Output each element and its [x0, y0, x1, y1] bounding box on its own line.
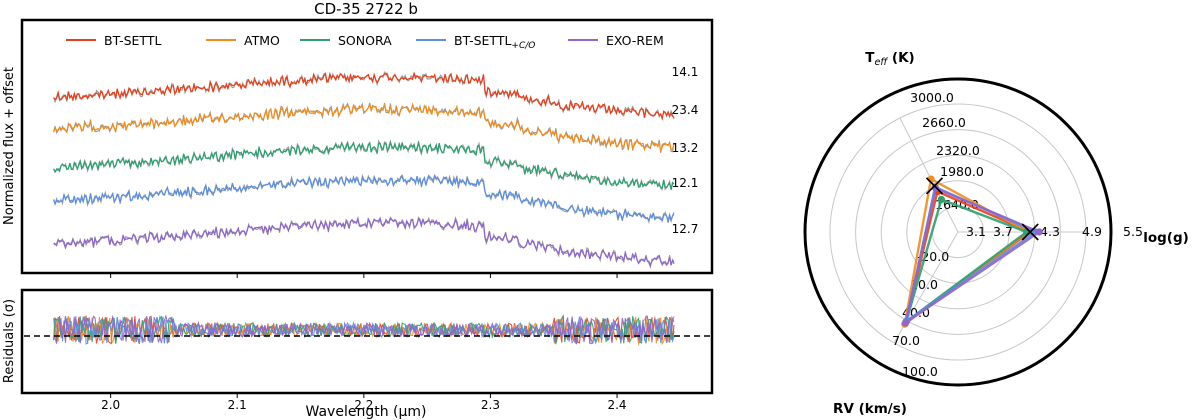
radar-tick-label: 2660.0 [922, 115, 966, 130]
x-tick-label: 2.1 [228, 398, 247, 412]
legend-label-name: SONORA [338, 33, 392, 48]
residual-lines [53, 314, 675, 346]
x-tick-label: 2.2 [354, 398, 373, 412]
residuals-panel-frame [20, 288, 714, 395]
radar-tick-label: 4.9 [1082, 224, 1102, 239]
radar-series-point [937, 195, 946, 204]
observed-spectrum [53, 173, 675, 225]
residuals-panel: 2.0 2.1 2.2 2.3 2.4 Residuals (σ) Wavelength… [2, 273, 714, 420]
model-spectrum [53, 102, 675, 152]
radar-tick-label: 4.3 [1040, 224, 1060, 239]
legend-label: EXO-REM [606, 33, 664, 48]
radar-tick-label: 3000.0 [910, 90, 954, 105]
radar-tick-label: 3.1 [966, 224, 986, 239]
chi2-label: 12.1 [672, 176, 699, 190]
radar-series-polygon [905, 198, 1028, 323]
legend-label: BT-SETTL [104, 33, 161, 48]
x-tick-label: 2.3 [481, 398, 500, 412]
spectra-legend: BT-SETTL ATMO SONORA BT-SETTL+C/O EXO-REM [66, 33, 664, 51]
figure-title: CD-35 2722 b [314, 0, 418, 18]
legend-label-name: EXO-REM [606, 33, 664, 48]
literature-marker-stroke [1021, 223, 1039, 241]
legend-label-name: ATMO [244, 33, 280, 48]
legend-label-name: BT-SETTL [104, 33, 161, 48]
radar-outer-frame [803, 77, 1113, 387]
teff-axis-label-main: T [865, 50, 875, 66]
model-spectrum [53, 140, 675, 190]
legend-label: BT-SETTL+C/O [454, 33, 535, 51]
radar-series-point [901, 319, 910, 327]
teff-axis-label-unit: (K) [887, 50, 915, 66]
x-tick-label: 2.4 [607, 398, 626, 412]
radar-tick-label: 2320.0 [936, 143, 980, 158]
chi2-label: 23.4 [672, 103, 699, 117]
x-axis-ticks: 2.0 2.1 2.2 2.3 2.4 [101, 273, 627, 412]
teff-axis-label-sub: eff [875, 57, 889, 68]
chi2-labels: 14.1 23.4 13.2 12.1 12.7 [672, 65, 699, 236]
radar-series-point [1035, 228, 1043, 236]
rv-axis-label: RV (km/s) [833, 401, 907, 417]
model-spectrum [53, 173, 675, 223]
model-spectrum [53, 71, 675, 122]
spectra-y-label: Normalized flux + offset [2, 67, 17, 225]
x-tick-label: 2.0 [101, 398, 120, 412]
radar-tick-label: 3.7 [993, 224, 1013, 239]
chi2-label: 14.1 [672, 65, 699, 79]
spectra-panel-frame [20, 18, 714, 275]
radar-series-polygon [904, 186, 1041, 325]
legend-label-subscript: +C/O [511, 41, 535, 51]
legend-label: SONORA [338, 33, 392, 48]
teff-axis-label: Teff (K) [865, 50, 914, 68]
legend-label: ATMO [244, 33, 280, 48]
literature-marker-stroke [925, 177, 944, 195]
radar-tick-label: 100.0 [902, 364, 938, 379]
residual-line [53, 314, 675, 345]
spectra-panel: BT-SETTL ATMO SONORA BT-SETTL+C/O EXO-REM 14… [2, 18, 714, 275]
spectra-lines [53, 70, 675, 270]
model-spectrum [53, 215, 675, 267]
chi2-label: 12.7 [672, 222, 699, 236]
x-axis-label: Wavelength (μm) [306, 404, 427, 420]
chi2-label: 13.2 [672, 141, 699, 155]
legend-label-name: BT-SETTL [454, 33, 511, 48]
radar-spoke [899, 117, 959, 233]
radar-tick-label: 70.0 [892, 333, 920, 348]
radar-tick-label: 5.5 [1123, 224, 1143, 239]
residuals-y-label: Residuals (σ) [2, 299, 17, 383]
radar-tick-label: 1980.0 [940, 164, 984, 179]
logg-axis-label: log(g) [1143, 230, 1189, 246]
